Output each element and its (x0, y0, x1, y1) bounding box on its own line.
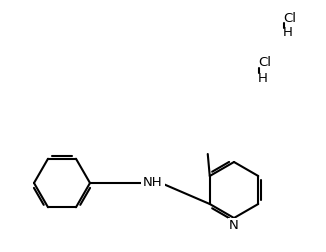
Text: NH: NH (143, 176, 163, 190)
Text: N: N (229, 219, 239, 232)
Text: H: H (258, 72, 268, 84)
Text: Cl: Cl (283, 12, 296, 24)
Text: Cl: Cl (258, 56, 271, 70)
Text: H: H (283, 26, 293, 40)
